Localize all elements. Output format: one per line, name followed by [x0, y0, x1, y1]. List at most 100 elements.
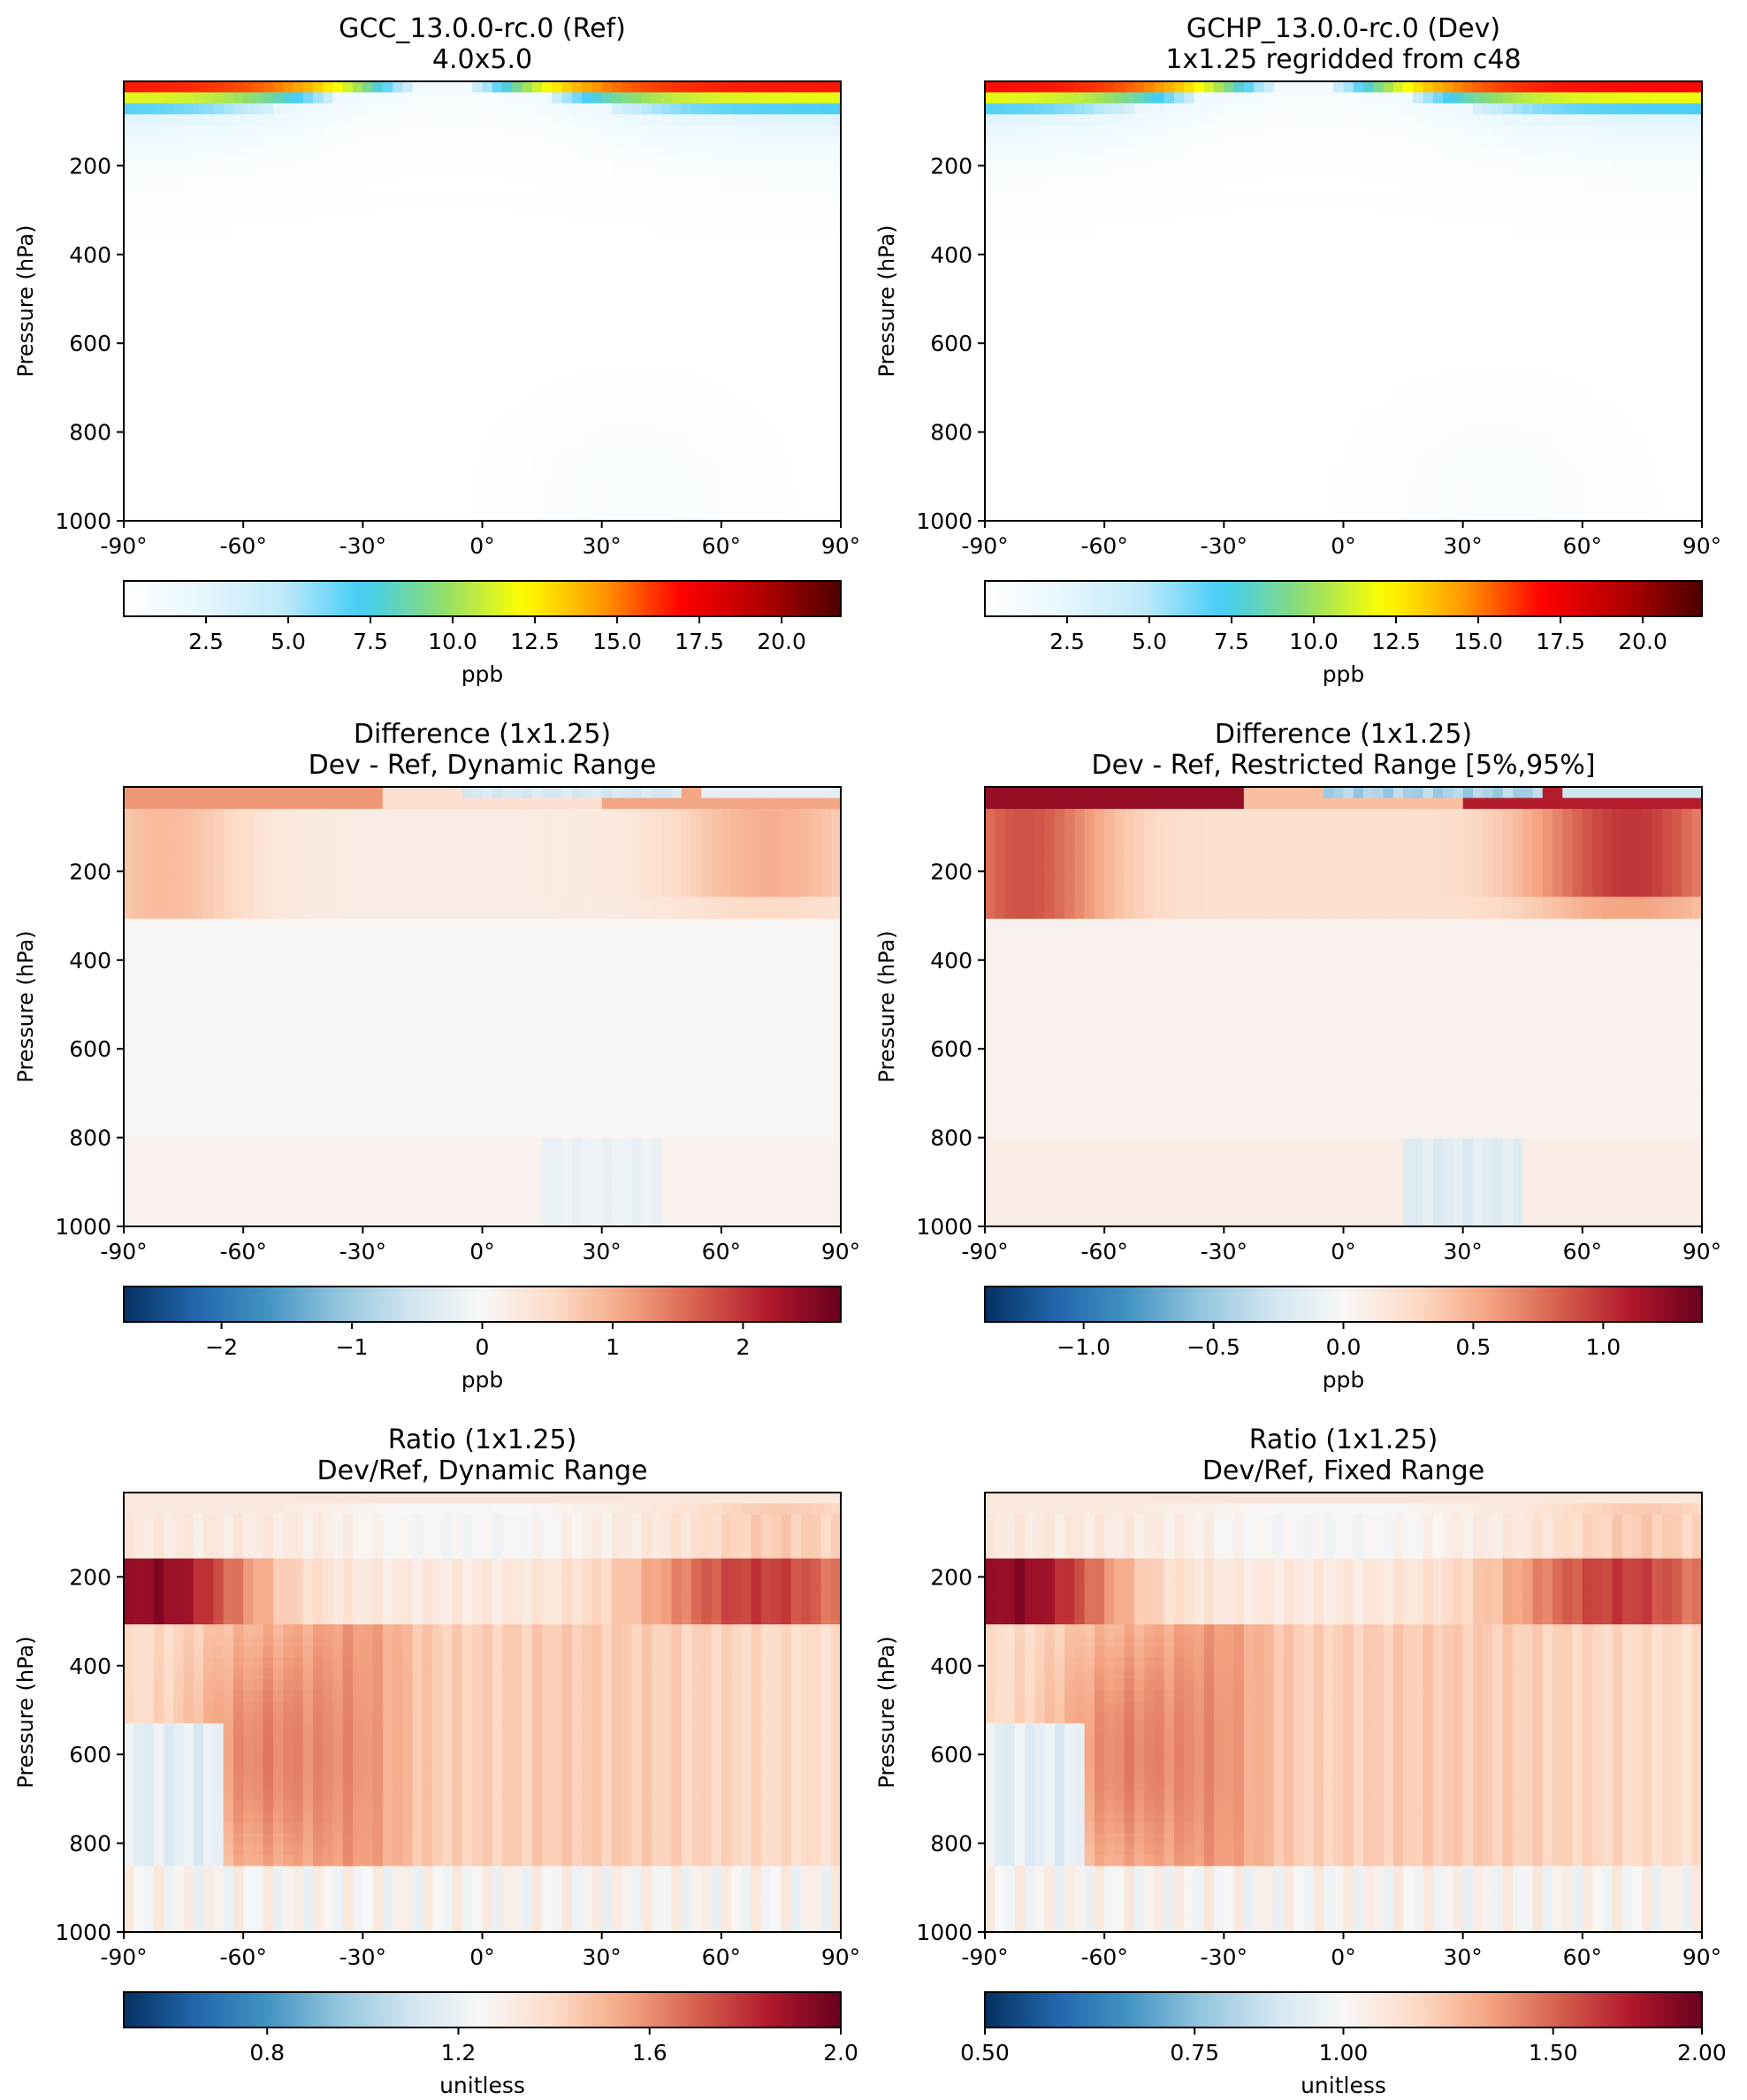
heatmap-cell: [1025, 323, 1035, 335]
heatmap-cell: [393, 355, 403, 368]
heatmap-cell: [422, 246, 433, 258]
heatmap-cell: [332, 202, 344, 214]
heatmap-cell: [790, 323, 802, 335]
heatmap-cell: [472, 323, 484, 335]
heatmap-cell: [1224, 114, 1235, 126]
heatmap-cell: [1323, 136, 1334, 149]
heatmap-cell: [203, 224, 214, 236]
heatmap-cell: [1333, 311, 1345, 324]
heatmap-cell: [332, 234, 344, 247]
heatmap-cell: [1054, 355, 1065, 368]
heatmap-cell: [741, 213, 752, 225]
heatmap-cell: [800, 268, 812, 280]
heatmap-cell: [233, 345, 244, 357]
heatmap-cell: [561, 444, 573, 456]
heatmap-cell: [1025, 410, 1035, 423]
heatmap-cell: [1233, 388, 1245, 401]
heatmap-cell: [1104, 400, 1116, 412]
heatmap-cell: [751, 487, 762, 500]
heatmap-cell: [1423, 355, 1434, 368]
heatmap-cell: [1283, 487, 1294, 500]
heatmap-cell: [1233, 378, 1245, 390]
heatmap-cell: [1293, 81, 1305, 94]
heatmap-cell: [253, 301, 264, 313]
heatmap-cell: [1323, 432, 1334, 445]
heatmap-cell: [223, 290, 234, 302]
heatmap-cell: [1014, 454, 1026, 467]
heatmap-cell: [353, 400, 363, 412]
heatmap-cell: [1343, 125, 1354, 137]
heatmap-cell: [382, 323, 393, 335]
heatmap-cell: [1483, 114, 1494, 126]
heatmap-cell: [1483, 499, 1494, 511]
heatmap-cell: [542, 81, 553, 94]
heatmap-cell: [591, 388, 603, 401]
heatmap-cell: [1383, 487, 1394, 500]
heatmap-cell: [611, 268, 622, 280]
heatmap-cell: [1343, 311, 1354, 324]
heatmap-cell: [243, 81, 255, 94]
heatmap-cell: [213, 367, 225, 379]
heatmap-cell: [393, 224, 403, 236]
heatmap-cell: [601, 333, 613, 346]
heatmap-cell: [721, 246, 732, 258]
heatmap-cell: [1154, 410, 1165, 423]
heatmap-cell: [591, 279, 603, 291]
heatmap-cell: [1353, 202, 1364, 214]
heatmap-cell: [601, 147, 613, 159]
heatmap-cell: [631, 465, 643, 477]
heatmap-cell: [741, 388, 752, 401]
heatmap-cell: [293, 290, 304, 302]
heatmap-cell: [1233, 367, 1245, 379]
heatmap-cell: [721, 191, 732, 203]
heatmap-cell: [531, 400, 543, 412]
colorbar: [123, 580, 842, 617]
heatmap-cell: [213, 268, 225, 280]
heatmap-cell: [995, 487, 1006, 500]
heatmap-cell: [492, 311, 503, 324]
heatmap-cell: [432, 136, 444, 149]
heatmap-cell: [124, 246, 134, 258]
heatmap-cell: [1392, 477, 1404, 489]
heatmap-cell: [1064, 477, 1075, 489]
heatmap-cell: [671, 422, 683, 434]
heatmap-cell: [1283, 355, 1294, 368]
heatmap-cell: [1084, 444, 1095, 456]
heatmap-cell: [781, 136, 792, 149]
heatmap-cell: [342, 290, 354, 302]
heatmap-cell: [601, 432, 613, 445]
heatmap-cell: [1423, 279, 1434, 291]
heatmap-cell: [1263, 81, 1275, 94]
heatmap-cell: [701, 432, 713, 445]
heatmap-cell: [631, 191, 643, 203]
heatmap-cell: [233, 224, 244, 236]
heatmap-cell: [1453, 136, 1464, 149]
heatmap-cell: [1363, 422, 1374, 434]
heatmap-cell: [1392, 355, 1404, 368]
heatmap-cell: [372, 157, 384, 171]
heatmap-cell: [1472, 499, 1484, 511]
heatmap-cell: [771, 301, 782, 313]
heatmap-cell: [751, 345, 762, 357]
heatmap-cell: [811, 246, 822, 258]
x-tick-label: 0°: [469, 533, 494, 559]
heatmap-cell: [1333, 367, 1345, 379]
heatmap-cell: [342, 422, 354, 434]
heatmap-cell: [492, 333, 503, 346]
heatmap-cell: [1094, 234, 1105, 247]
heatmap-cell: [1383, 410, 1394, 423]
heatmap-cell: [611, 256, 622, 269]
heatmap-cell: [1224, 345, 1235, 357]
heatmap-cell: [1014, 422, 1026, 434]
heatmap-cell: [591, 114, 603, 126]
heatmap-cell: [641, 388, 652, 401]
heatmap-cell: [1114, 432, 1125, 445]
heatmap-cell: [995, 410, 1006, 423]
heatmap-cell: [542, 246, 553, 258]
heatmap-cell: [1283, 509, 1294, 522]
heatmap-cell: [1472, 213, 1484, 225]
heatmap-cell: [721, 444, 732, 456]
heatmap-cell: [1004, 103, 1016, 115]
heatmap-cell: [1423, 136, 1434, 149]
